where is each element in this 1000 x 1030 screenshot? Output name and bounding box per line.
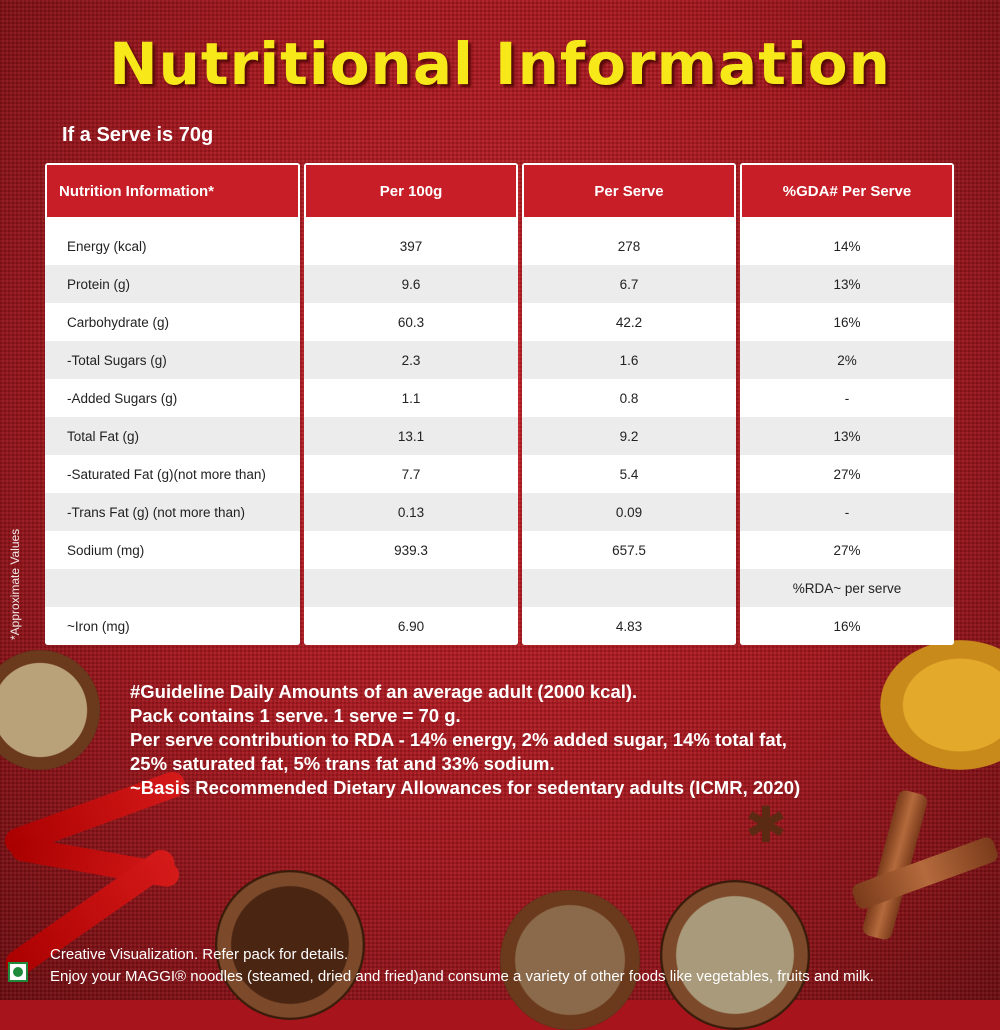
table-cell: 13.1: [304, 417, 518, 455]
table-cell: 13%: [740, 417, 954, 455]
table-cell: -Trans Fat (g) (not more than): [45, 493, 300, 531]
footnotes: #Guideline Daily Amounts of an average a…: [130, 680, 920, 800]
table-cell: %RDA~ per serve: [740, 569, 954, 607]
table-cell: 0.09: [522, 493, 736, 531]
footnote-line: Pack contains 1 serve. 1 serve = 70 g.: [130, 705, 461, 726]
serve-size-note: If a Serve is 70g: [62, 124, 214, 146]
table-cell: Energy (kcal): [45, 227, 300, 265]
table-cell: ~Iron (mg): [45, 607, 300, 645]
table-cell: -Saturated Fat (g)(not more than): [45, 455, 300, 493]
table-cell: 1.1: [304, 379, 518, 417]
table-cell: 27%: [740, 531, 954, 569]
table-cell: Total Fat (g): [45, 417, 300, 455]
table-cell: 14%: [740, 227, 954, 265]
table-cell: 278: [522, 227, 736, 265]
page-title: Nutritional Information: [109, 30, 891, 98]
table-cell: 9.2: [522, 417, 736, 455]
turmeric-heap: [880, 640, 1000, 770]
table-cell: 5.4: [522, 455, 736, 493]
table-cell: 16%: [740, 607, 954, 645]
table-cell: 9.6: [304, 265, 518, 303]
cloves-bowl: [215, 870, 365, 1020]
table-cell: 397: [304, 227, 518, 265]
approximate-values-note: *Approximate Values: [8, 528, 22, 640]
table-cell: -: [740, 379, 954, 417]
footnote-line: 25% saturated fat, 5% trans fat and 33% …: [130, 753, 555, 774]
table-cell: 27%: [740, 455, 954, 493]
table-cell: 1.6: [522, 341, 736, 379]
disclaimer-line: Enjoy your MAGGI® noodles (steamed, drie…: [50, 968, 874, 985]
column-nutrient: Nutrition Information* Energy (kcal) Pro…: [45, 163, 300, 645]
table-cell: [304, 569, 518, 607]
column-per-serve: Per Serve 278 6.7 42.2 1.6 0.8 9.2 5.4 0…: [522, 163, 736, 645]
table-cell: 13%: [740, 265, 954, 303]
header-gda-per-serve: %GDA# Per Serve: [740, 163, 954, 219]
table-cell: Carbohydrate (g): [45, 303, 300, 341]
header-per-serve: Per Serve: [522, 163, 736, 219]
table-cell: 16%: [740, 303, 954, 341]
disclaimer-line: Creative Visualization. Refer pack for d…: [50, 946, 349, 963]
star-anise-icon: ✱: [745, 797, 787, 853]
cumin-bowl-left: [0, 650, 100, 770]
table-cell: 0.8: [522, 379, 736, 417]
table-cell: Sodium (mg): [45, 531, 300, 569]
table-cell: -: [740, 493, 954, 531]
table-cell: [45, 569, 300, 607]
table-cell: 7.7: [304, 455, 518, 493]
table-cell: 6.90: [304, 607, 518, 645]
header-nutrition-information: Nutrition Information*: [45, 163, 300, 219]
table-cell: 0.13: [304, 493, 518, 531]
table-cell: 657.5: [522, 531, 736, 569]
header-per-100g: Per 100g: [304, 163, 518, 219]
footnote-line: Per serve contribution to RDA - 14% ener…: [130, 729, 787, 750]
footnote-line: #Guideline Daily Amounts of an average a…: [130, 681, 638, 702]
column-per-100g: Per 100g 397 9.6 60.3 2.3 1.1 13.1 7.7 0…: [304, 163, 518, 645]
table-cell: [522, 569, 736, 607]
table-cell: 4.83: [522, 607, 736, 645]
table-cell: 2.3: [304, 341, 518, 379]
veg-symbol-icon: [8, 962, 28, 982]
table-cell: 6.7: [522, 265, 736, 303]
table-cell: 42.2: [522, 303, 736, 341]
table-cell: 939.3: [304, 531, 518, 569]
table-cell: 2%: [740, 341, 954, 379]
table-cell: -Total Sugars (g): [45, 341, 300, 379]
table-cell: Protein (g): [45, 265, 300, 303]
table-cell: -Added Sugars (g): [45, 379, 300, 417]
column-gda-per-serve: %GDA# Per Serve 14% 13% 16% 2% - 13% 27%…: [740, 163, 954, 645]
table-cell: 60.3: [304, 303, 518, 341]
disclaimer: Creative Visualization. Refer pack for d…: [50, 944, 874, 988]
footnote-line: ~Basis Recommended Dietary Allowances fo…: [130, 777, 801, 798]
